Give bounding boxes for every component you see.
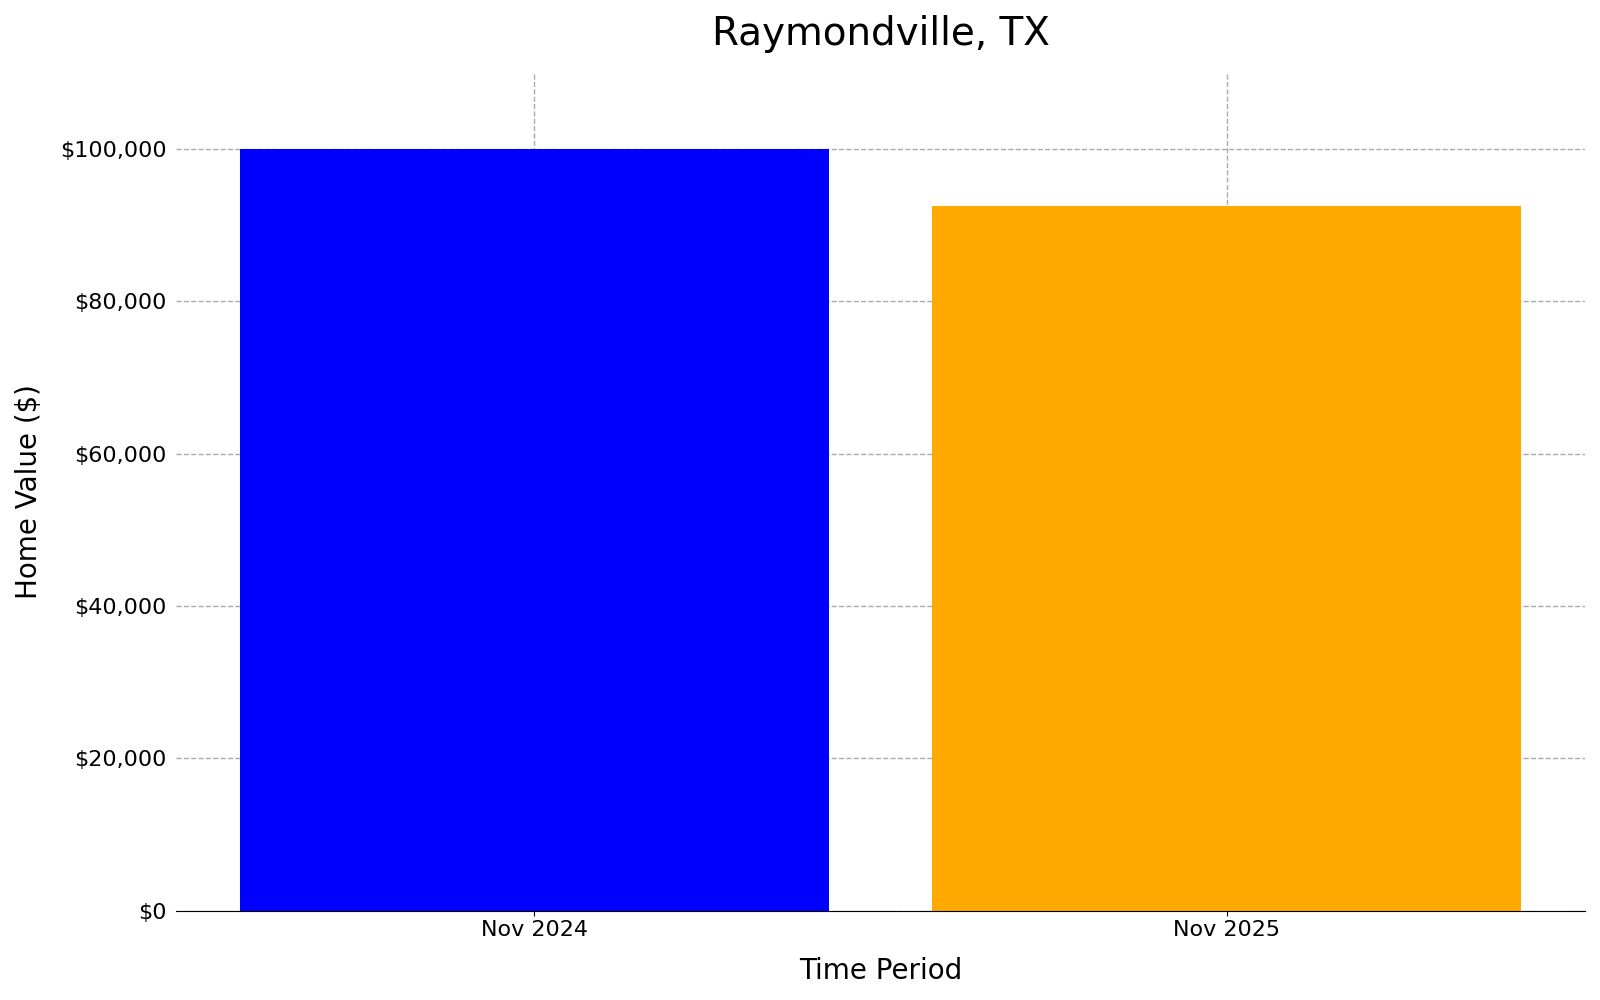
Title: Raymondville, TX: Raymondville, TX xyxy=(712,15,1050,53)
Bar xyxy=(240,149,829,911)
Bar xyxy=(933,206,1522,911)
Y-axis label: Home Value ($): Home Value ($) xyxy=(14,384,43,599)
X-axis label: Time Period: Time Period xyxy=(798,957,962,985)
